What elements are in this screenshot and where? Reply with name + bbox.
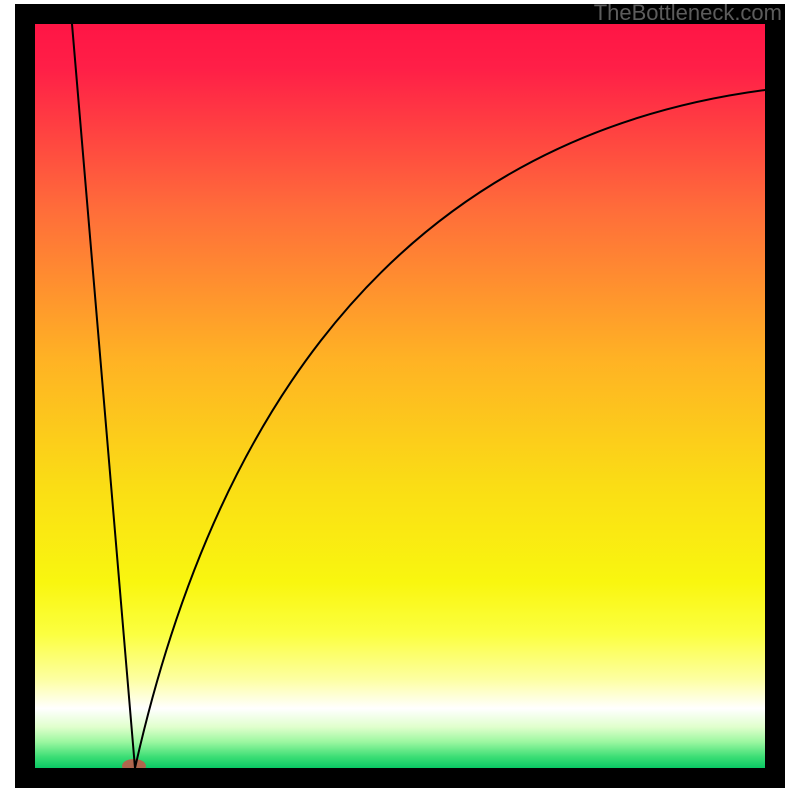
frame-border-right [765, 4, 785, 788]
watermark-text: TheBottleneck.com [594, 0, 782, 26]
plot-background [35, 24, 765, 768]
chart-svg [0, 0, 800, 800]
frame-border-left [15, 4, 35, 788]
chart-container: TheBottleneck.com [0, 0, 800, 800]
frame-border-bottom [15, 768, 785, 788]
